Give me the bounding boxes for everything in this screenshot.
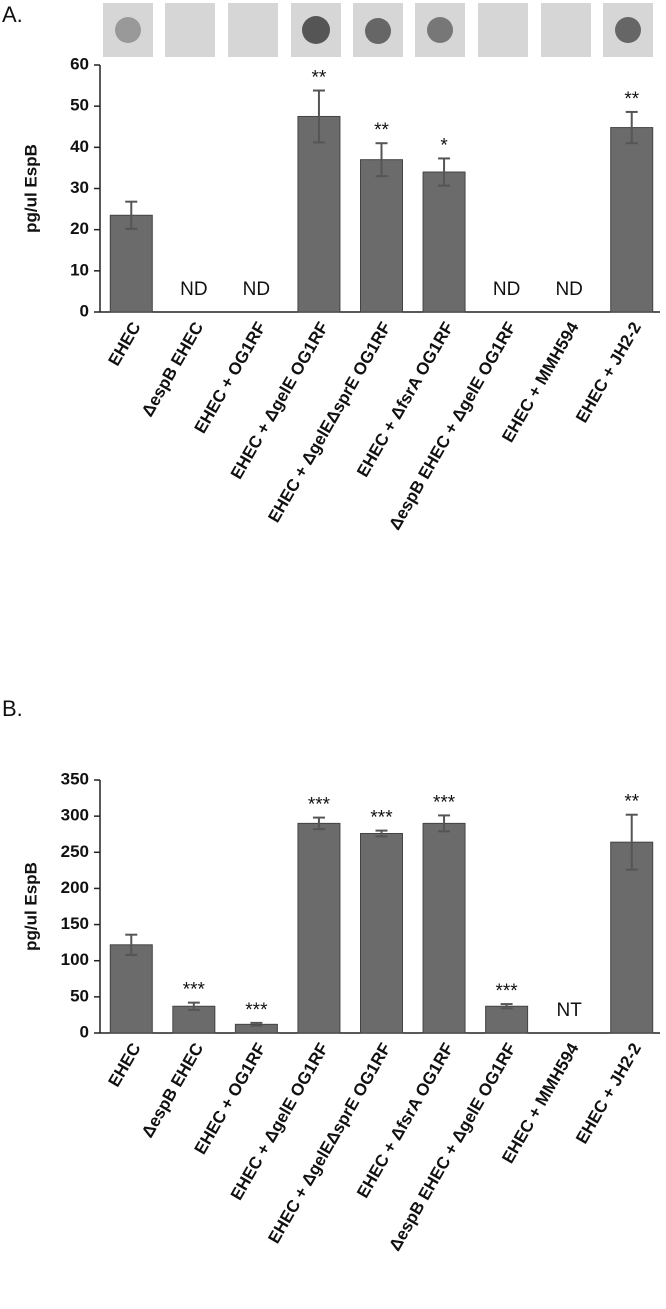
y-tick-label: 40 — [70, 137, 89, 156]
y-tick-label: 200 — [61, 878, 89, 897]
x-tick-label: EHEC + JH2-2 — [572, 319, 645, 426]
x-tick-label: EHEC + ΔgelEΔsprE OG1RF — [264, 1040, 394, 1247]
x-tick-label: ΔespB EHEC — [138, 1040, 207, 1141]
bar — [297, 115, 341, 313]
y-tick-label: 0 — [80, 301, 89, 320]
bar — [109, 944, 153, 1034]
y-axis-label: pg/ul EspB — [21, 862, 40, 951]
annotation: *** — [183, 980, 206, 1001]
annotation: ** — [624, 89, 639, 110]
x-tick-label: EHEC — [105, 319, 145, 369]
x-tick-label: EHEC — [105, 1040, 145, 1090]
blot-square — [478, 3, 528, 57]
y-tick-label: 20 — [70, 219, 89, 238]
bar — [360, 159, 403, 313]
blot-dot — [615, 17, 641, 43]
bar — [422, 822, 466, 1034]
blot-square — [541, 3, 591, 57]
blot-square — [165, 3, 215, 57]
y-tick-label: 250 — [61, 842, 89, 861]
bar — [360, 832, 403, 1034]
annotation: *** — [370, 808, 393, 829]
annotation: ND — [555, 279, 582, 300]
panel-label: B. — [2, 696, 23, 721]
annotation: ND — [493, 279, 520, 300]
bar — [109, 214, 153, 313]
bar — [485, 1005, 529, 1034]
panel-label: A. — [2, 2, 23, 27]
annotation: *** — [308, 795, 331, 816]
blot-dot — [365, 18, 391, 44]
annotation: ND — [180, 279, 207, 300]
y-tick-label: 50 — [70, 986, 89, 1005]
annotation: ** — [312, 68, 327, 89]
y-tick-label: 50 — [70, 96, 89, 115]
bar — [610, 127, 654, 313]
x-tick-label: ΔespB EHEC — [138, 319, 207, 420]
y-axis-label: pg/ul EspB — [21, 144, 40, 233]
x-tick-label: EHEC + ΔgelEΔsprE OG1RF — [264, 319, 394, 526]
y-tick-label: 300 — [61, 806, 89, 825]
bar — [610, 841, 654, 1034]
blot-square — [228, 3, 278, 57]
y-tick-label: 350 — [61, 769, 89, 788]
y-tick-label: 100 — [61, 950, 89, 969]
y-tick-label: 0 — [80, 1022, 89, 1041]
x-tick-label: EHEC + JH2-2 — [572, 1040, 645, 1147]
annotation: * — [440, 135, 448, 156]
blot-dot — [427, 17, 453, 43]
y-tick-label: 10 — [70, 260, 89, 279]
annotation: ** — [374, 120, 389, 141]
bar — [422, 171, 466, 313]
x-tick-label: ΔespB EHEC + ΔgelE OG1RF — [385, 1040, 520, 1254]
bar — [297, 822, 341, 1034]
blot-dot — [302, 16, 330, 44]
annotation: *** — [433, 792, 456, 813]
y-tick-label: 60 — [70, 54, 89, 73]
annotation: *** — [496, 981, 519, 1002]
dot-blot — [103, 3, 653, 57]
blot-dot — [115, 17, 141, 43]
x-tick-label: ΔespB EHEC + ΔgelE OG1RF — [385, 319, 520, 533]
annotation: *** — [245, 1000, 268, 1021]
annotation: ND — [243, 279, 270, 300]
annotation: NT — [557, 1000, 583, 1021]
y-tick-label: 150 — [61, 914, 89, 933]
y-tick-label: 30 — [70, 178, 89, 197]
annotation: ** — [624, 792, 639, 813]
